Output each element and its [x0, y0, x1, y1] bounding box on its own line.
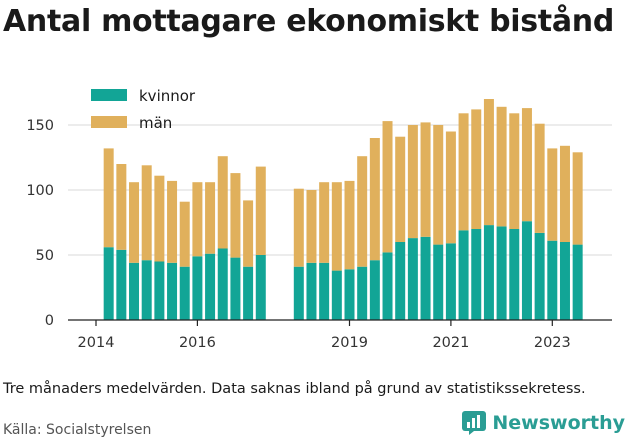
bar-kvinnor: [179, 266, 190, 320]
bar-man: [471, 109, 482, 229]
bar-kvinnor: [395, 242, 406, 320]
bar-man: [167, 180, 178, 263]
bar-kvinnor: [572, 244, 583, 320]
legend-label: män: [139, 114, 172, 132]
bar-kvinnor: [407, 238, 418, 320]
legend-swatch: [91, 89, 127, 101]
y-tick-label: 50: [36, 248, 54, 264]
bar-kvinnor: [357, 266, 368, 320]
source-credit: Källa: Socialstyrelsen: [3, 422, 152, 438]
bar-man: [357, 156, 368, 267]
brand-name: Newsworthy: [492, 412, 625, 434]
bar-kvinnor: [559, 242, 570, 320]
y-tick-label: 150: [26, 118, 54, 134]
bar-kvinnor: [509, 229, 520, 320]
bar-kvinnor: [116, 249, 127, 320]
bar-man: [331, 182, 342, 271]
bars: [103, 99, 583, 320]
bar-man: [103, 148, 114, 248]
bar-kvinnor: [243, 266, 254, 320]
bar-kvinnor: [154, 261, 165, 320]
bar-man: [116, 164, 127, 250]
bar-man: [395, 136, 406, 242]
bar-man: [179, 201, 190, 267]
bar-man: [534, 123, 545, 233]
bar-kvinnor: [129, 262, 140, 320]
bar-man: [496, 106, 507, 227]
y-tick-label: 0: [45, 313, 54, 329]
stacked-bar-chart: 0 50 100 150 2014 2016 2019 2021 2023 kvinnor män: [26, 87, 612, 351]
bar-man: [306, 190, 317, 263]
brand-logo[interactable]: Newsworthy: [461, 410, 625, 436]
bar-kvinnor: [521, 221, 532, 320]
bar-man: [154, 175, 165, 262]
bar-man: [509, 113, 520, 229]
x-tick-label: 2016: [179, 335, 216, 351]
bar-kvinnor: [255, 255, 266, 320]
bar-man: [205, 182, 216, 254]
bar-man: [344, 180, 355, 270]
x-tick-label: 2023: [534, 335, 571, 351]
chart-title: Antal mottagare ekonomiskt bistånd: [3, 4, 615, 39]
bar-kvinnor: [344, 269, 355, 320]
bar-man: [547, 148, 558, 241]
bar-man: [230, 173, 241, 258]
x-tick-label: 2021: [432, 335, 469, 351]
bar-kvinnor: [445, 243, 456, 320]
bar-kvinnor: [167, 262, 178, 320]
bar-kvinnor: [141, 260, 152, 320]
bar-man: [192, 182, 203, 257]
bar-kvinnor: [103, 247, 114, 320]
bar-man: [559, 145, 570, 242]
bar-kvinnor: [483, 225, 494, 320]
bar-man: [129, 182, 140, 263]
bar-kvinnor: [458, 230, 469, 320]
bar-kvinnor: [192, 256, 203, 320]
bar-kvinnor: [319, 262, 330, 320]
bar-man: [420, 122, 431, 237]
bar-kvinnor: [331, 270, 342, 320]
bar-kvinnor: [217, 248, 228, 320]
bar-kvinnor: [547, 240, 558, 320]
y-tick-label: 100: [26, 183, 54, 199]
bar-man: [217, 156, 228, 249]
newsworthy-logo-icon: [462, 411, 487, 435]
x-tick-label: 2019: [331, 335, 368, 351]
bar-kvinnor: [496, 226, 507, 320]
legend: kvinnor män: [91, 87, 196, 132]
bar-kvinnor: [433, 244, 444, 320]
bar-man: [293, 188, 304, 267]
bar-man: [458, 113, 469, 231]
bar-kvinnor: [293, 266, 304, 320]
bar-man: [445, 131, 456, 244]
bar-man: [382, 121, 393, 253]
bar-kvinnor: [382, 252, 393, 320]
bar-man: [255, 166, 266, 255]
bar-man: [407, 125, 418, 239]
x-tick-label: 2014: [78, 335, 115, 351]
bar-man: [521, 108, 532, 222]
axes: 0 50 100 150 2014 2016 2019 2021 2023: [26, 118, 612, 351]
bar-kvinnor: [420, 236, 431, 320]
chart-note: Tre månaders medelvärden. Data saknas ib…: [3, 381, 586, 397]
bar-kvinnor: [369, 260, 380, 320]
bar-kvinnor: [534, 232, 545, 320]
bar-man: [433, 125, 444, 245]
bar-kvinnor: [230, 257, 241, 320]
legend-label: kvinnor: [139, 87, 196, 105]
bar-man: [319, 182, 330, 263]
bar-kvinnor: [471, 229, 482, 320]
bar-man: [243, 200, 254, 267]
bar-man: [141, 165, 152, 261]
bar-man: [483, 99, 494, 226]
bar-man: [369, 138, 380, 261]
bar-man: [572, 152, 583, 245]
bar-kvinnor: [205, 253, 216, 320]
legend-swatch: [91, 116, 127, 128]
bar-kvinnor: [306, 262, 317, 320]
